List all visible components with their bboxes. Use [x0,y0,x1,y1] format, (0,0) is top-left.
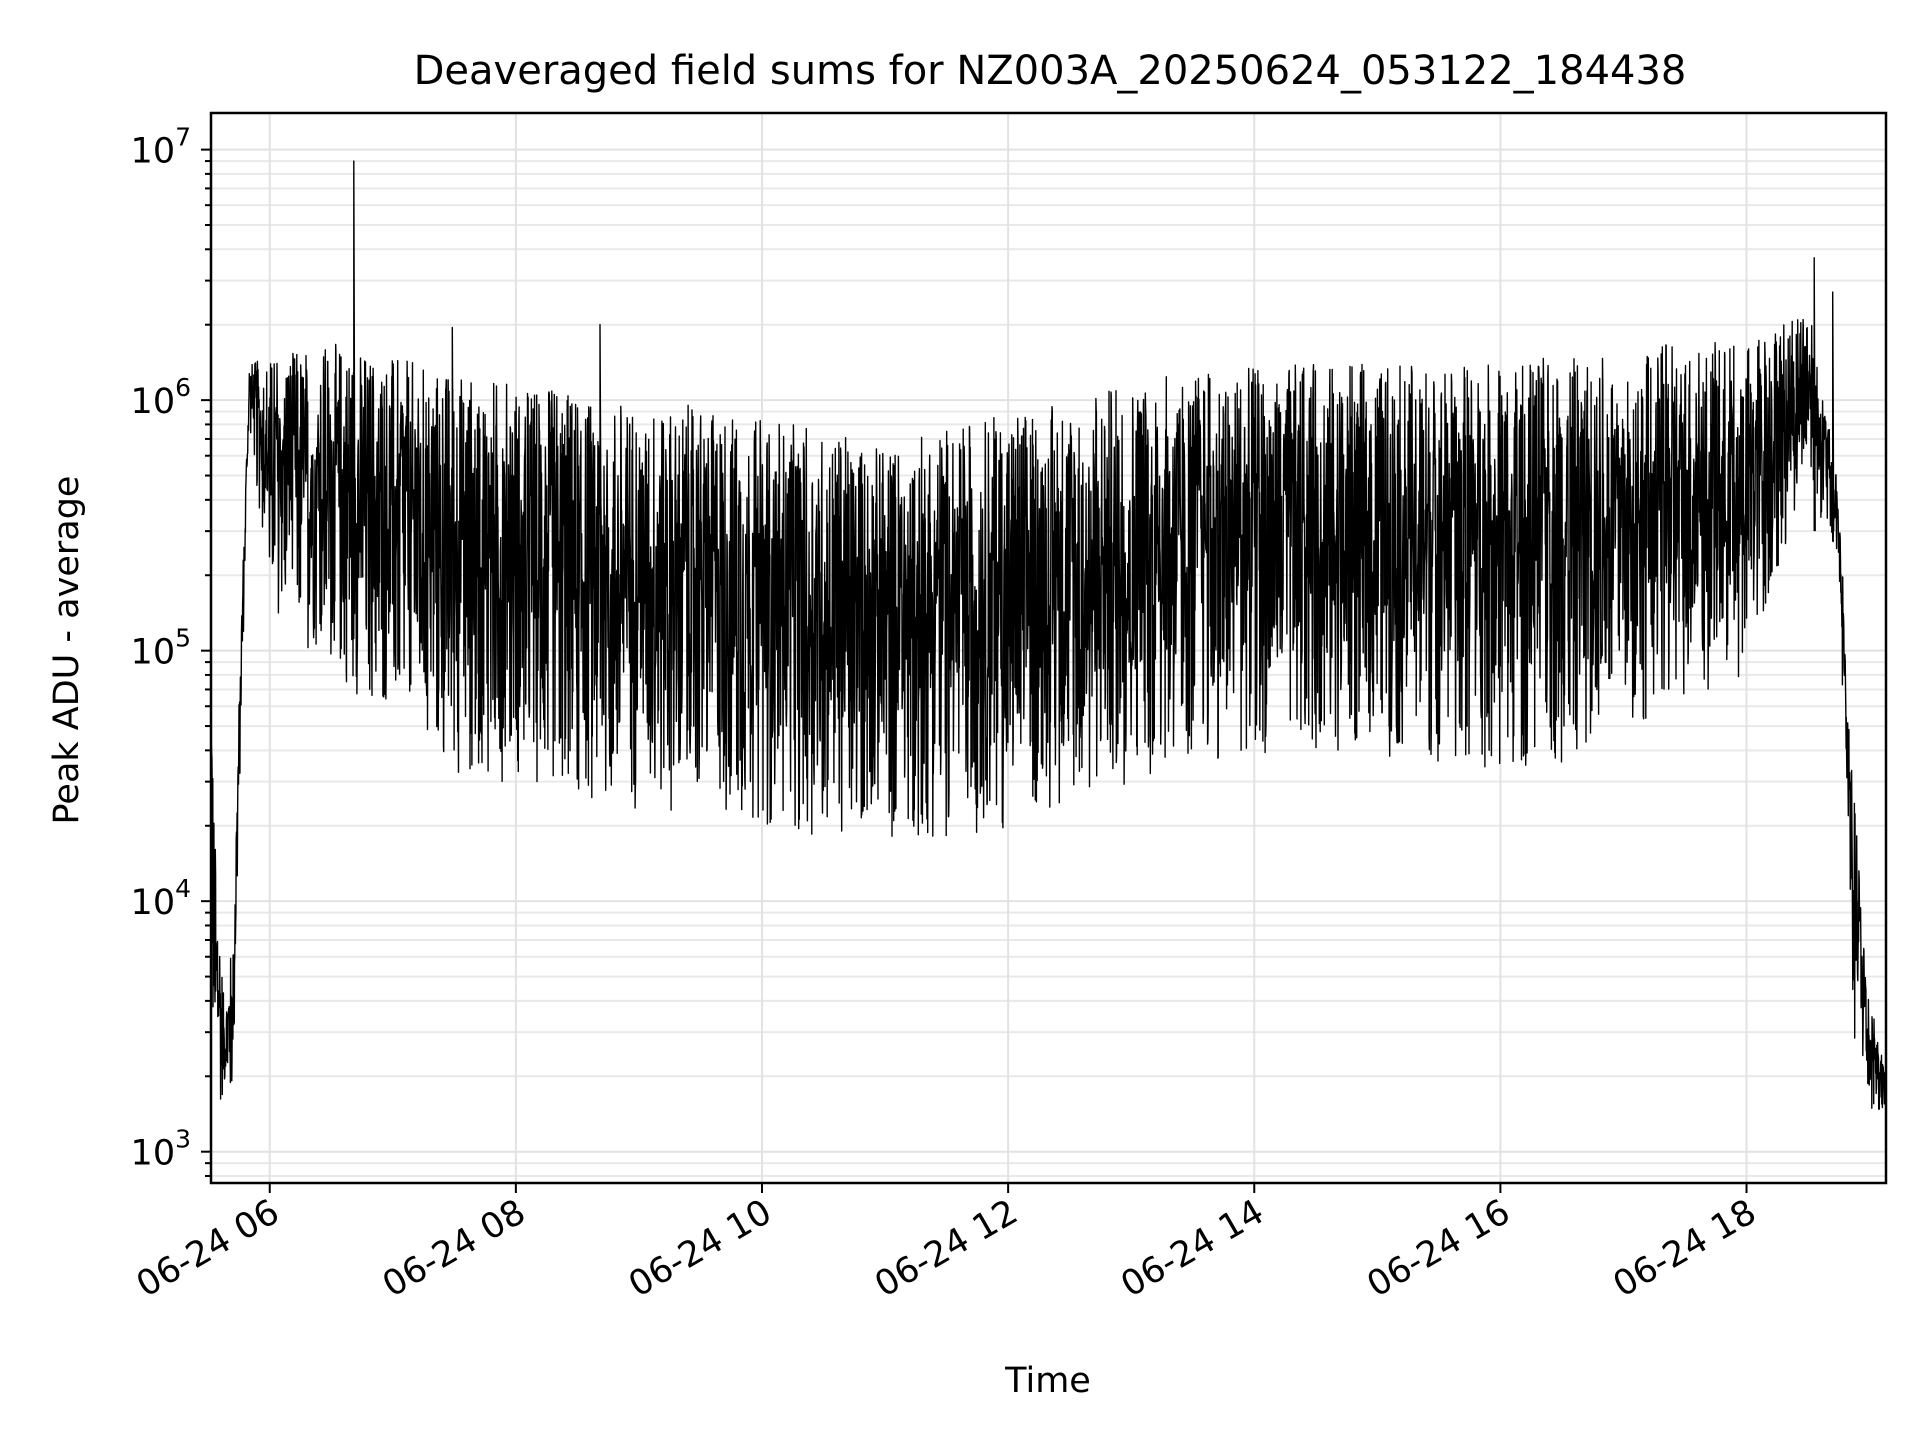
x-tick-label: 06-24 16 [1361,1192,1517,1305]
x-tick-label: 06-24 12 [868,1192,1024,1305]
chart-title: Deaveraged field sums for NZ003A_2025062… [414,48,1687,94]
x-axis-label: Time [1004,1361,1091,1401]
x-tick-label: 06-24 08 [376,1192,532,1305]
x-tick-label: 06-24 18 [1607,1192,1763,1305]
y-tick-label: 103 [131,1125,191,1174]
y-tick-label: 104 [131,874,191,923]
y-axis: 103 104 105 106 107 [131,123,211,1174]
y-axis-label: Peak ADU - average [47,476,87,825]
y-tick-label: 105 [131,624,191,673]
plot-frame [209,111,1888,1185]
y-tick-label: 107 [131,123,191,172]
x-tick-label: 06-24 14 [1114,1192,1270,1305]
series-line [211,160,1886,1110]
x-tick-label: 06-24 10 [622,1192,778,1305]
y-tick-label: 106 [131,373,191,422]
x-axis: 06-24 06 06-24 08 06-24 10 06-24 12 06-24 14… [130,1183,1763,1305]
x-tick-label: 06-24 06 [130,1192,286,1305]
